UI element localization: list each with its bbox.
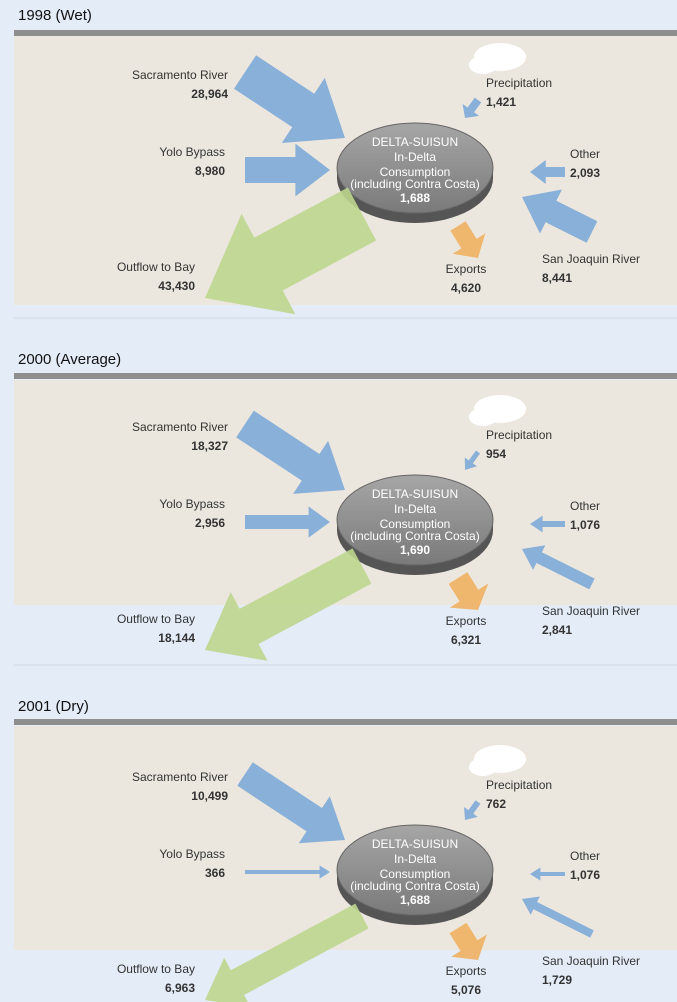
center-title: DELTA-SUISUN xyxy=(372,135,458,149)
flow-value: 2,956 xyxy=(195,516,225,530)
diagram: 1998 (Wet)DELTA-SUISUNIn-DeltaConsumptio… xyxy=(0,0,677,1002)
flow-label: San Joaquin River xyxy=(542,252,640,266)
flow-value: 8,441 xyxy=(542,271,572,285)
panel-title: 2000 (Average) xyxy=(18,351,121,368)
panel-bar xyxy=(14,30,677,36)
flow-value: 18,144 xyxy=(158,631,195,645)
page: 1998 (Wet)DELTA-SUISUNIn-DeltaConsumptio… xyxy=(0,0,677,1002)
flow-label: Other xyxy=(570,499,600,513)
flow-label: San Joaquin River xyxy=(542,604,640,618)
flow-value: 2,841 xyxy=(542,623,572,637)
flow-label: Precipitation xyxy=(486,76,552,90)
flow-label: Precipitation xyxy=(486,778,552,792)
center-line: In-Delta xyxy=(394,150,436,164)
flow-value: 1,076 xyxy=(570,518,600,532)
flow-label: Yolo Bypass xyxy=(159,145,225,159)
flow-label: Other xyxy=(570,849,600,863)
flow-label: Sacramento River xyxy=(132,68,228,82)
flow-value: 28,964 xyxy=(191,87,228,101)
flow-value: 10,499 xyxy=(191,789,228,803)
cloud xyxy=(469,758,497,776)
center-title: DELTA-SUISUN xyxy=(372,487,458,501)
flow-value: 762 xyxy=(486,797,506,811)
center-line: In-Delta xyxy=(394,502,436,516)
center-title: DELTA-SUISUN xyxy=(372,837,458,851)
flow-value: 6,321 xyxy=(451,633,481,647)
flow-label: Outflow to Bay xyxy=(117,612,195,626)
flow-value: 1,076 xyxy=(570,868,600,882)
flow-label: Exports xyxy=(446,614,487,628)
center-line: In-Delta xyxy=(394,852,436,866)
flow-label: Yolo Bypass xyxy=(159,497,225,511)
flow-label: Other xyxy=(570,147,600,161)
center-value: 1,688 xyxy=(400,191,430,205)
flow-value: 1,729 xyxy=(542,973,572,987)
flow-value: 1,421 xyxy=(486,95,516,109)
flow-value: 18,327 xyxy=(191,439,228,453)
center-value: 1,690 xyxy=(400,543,430,557)
flow-label: San Joaquin River xyxy=(542,954,640,968)
cloud xyxy=(469,56,497,74)
panel-bar xyxy=(14,719,677,725)
flow-label: Sacramento River xyxy=(132,770,228,784)
flow-value: 366 xyxy=(205,866,225,880)
panel-title: 2001 (Dry) xyxy=(18,698,89,715)
flow-label: Exports xyxy=(446,964,487,978)
flow-value: 2,093 xyxy=(570,166,600,180)
flow-label: Precipitation xyxy=(486,428,552,442)
center-note: (including Contra Costa) xyxy=(350,177,479,191)
flow-value: 6,963 xyxy=(165,981,195,995)
flow-label: Exports xyxy=(446,262,487,276)
flow-label: Outflow to Bay xyxy=(117,260,195,274)
center-value: 1,688 xyxy=(400,893,430,907)
flow-value: 8,980 xyxy=(195,164,225,178)
center-note: (including Contra Costa) xyxy=(350,879,479,893)
center-note: (including Contra Costa) xyxy=(350,529,479,543)
flow-value: 5,076 xyxy=(451,983,481,997)
flow-label: Sacramento River xyxy=(132,420,228,434)
flow-label: Outflow to Bay xyxy=(117,962,195,976)
flow-label: Yolo Bypass xyxy=(159,847,225,861)
panel-title: 1998 (Wet) xyxy=(18,7,92,24)
flow-value: 43,430 xyxy=(158,279,195,293)
panel-bar xyxy=(14,373,677,379)
flow-value: 4,620 xyxy=(451,281,481,295)
flow-value: 954 xyxy=(486,447,506,461)
cloud xyxy=(469,408,497,426)
